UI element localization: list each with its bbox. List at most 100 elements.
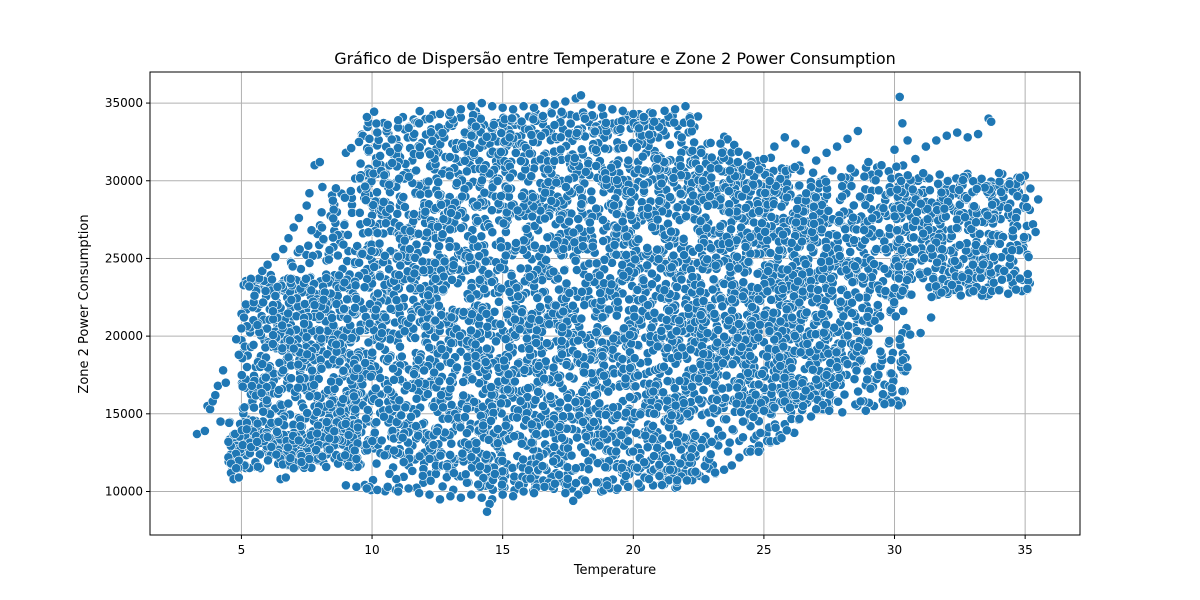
data-point	[632, 462, 642, 473]
data-point	[630, 254, 641, 265]
data-point	[752, 283, 763, 294]
data-point	[760, 226, 770, 237]
data-point	[551, 177, 562, 188]
data-point	[745, 232, 756, 242]
data-point	[451, 177, 462, 188]
data-point	[438, 284, 448, 295]
data-point	[661, 453, 671, 464]
data-point	[516, 156, 526, 166]
data-point	[766, 211, 777, 222]
data-point	[705, 137, 716, 148]
data-point	[458, 307, 469, 317]
data-point	[413, 355, 424, 365]
data-point	[548, 456, 559, 467]
data-point	[541, 255, 551, 265]
data-point	[414, 106, 425, 116]
data-point	[823, 205, 834, 216]
data-point	[461, 166, 472, 177]
data-point	[721, 414, 732, 425]
data-point	[624, 392, 635, 402]
data-point	[495, 146, 506, 157]
data-point	[591, 203, 602, 214]
data-point	[850, 261, 860, 272]
data-point	[548, 266, 559, 277]
data-point	[522, 333, 532, 344]
data-point	[417, 256, 428, 267]
data-point	[600, 462, 611, 473]
data-point	[733, 263, 744, 274]
data-point	[379, 250, 390, 261]
data-point	[540, 213, 550, 224]
data-point	[597, 312, 608, 323]
data-point	[444, 152, 455, 162]
data-point	[556, 335, 567, 346]
data-point	[832, 230, 842, 241]
data-point	[563, 402, 573, 413]
data-point	[859, 171, 870, 182]
data-point	[732, 251, 742, 262]
data-point	[762, 286, 773, 297]
data-point	[581, 431, 592, 442]
data-point	[496, 128, 507, 138]
data-point	[438, 402, 448, 413]
data-point	[497, 455, 508, 466]
data-point	[429, 367, 439, 378]
data-point	[480, 256, 491, 267]
data-point	[774, 245, 785, 255]
data-point	[659, 361, 669, 372]
data-point	[571, 128, 582, 138]
data-point	[891, 161, 902, 172]
data-point	[474, 274, 485, 285]
data-point	[324, 245, 335, 255]
data-point	[378, 196, 389, 207]
data-point	[554, 469, 564, 480]
data-point	[801, 307, 812, 318]
data-point	[465, 293, 476, 304]
data-point	[580, 166, 591, 177]
data-point	[418, 265, 429, 276]
data-point	[410, 332, 421, 343]
data-point	[746, 320, 756, 331]
data-point	[886, 354, 897, 365]
data-point	[792, 203, 802, 214]
data-point	[571, 463, 581, 474]
data-point	[632, 142, 642, 153]
data-point	[821, 242, 832, 253]
data-point	[693, 373, 704, 384]
data-point	[577, 387, 588, 397]
data-point	[428, 401, 439, 412]
data-point	[519, 365, 530, 375]
data-point	[380, 218, 391, 229]
data-point	[865, 383, 876, 394]
data-point	[689, 137, 699, 148]
data-point	[853, 386, 863, 397]
data-point	[559, 265, 570, 276]
data-point	[360, 181, 370, 192]
data-point	[362, 404, 373, 415]
data-point	[437, 127, 448, 138]
data-point	[549, 239, 559, 250]
data-point	[528, 114, 539, 125]
data-point	[776, 433, 787, 443]
data-point	[504, 172, 515, 183]
data-point	[466, 309, 477, 320]
data-point	[477, 175, 487, 186]
data-point	[513, 291, 523, 302]
data-point	[460, 469, 471, 480]
data-point	[816, 309, 827, 319]
data-point	[591, 327, 602, 338]
data-point	[553, 372, 564, 383]
data-point	[545, 391, 556, 402]
data-point	[433, 300, 444, 311]
data-point	[622, 231, 632, 242]
data-point	[372, 187, 382, 198]
data-point	[617, 354, 628, 364]
data-point	[656, 325, 667, 336]
data-point	[436, 343, 447, 354]
data-point	[736, 407, 746, 417]
data-point	[470, 121, 481, 132]
data-point	[879, 263, 890, 274]
data-point	[527, 211, 538, 222]
data-point	[678, 398, 689, 408]
data-point	[724, 261, 735, 272]
